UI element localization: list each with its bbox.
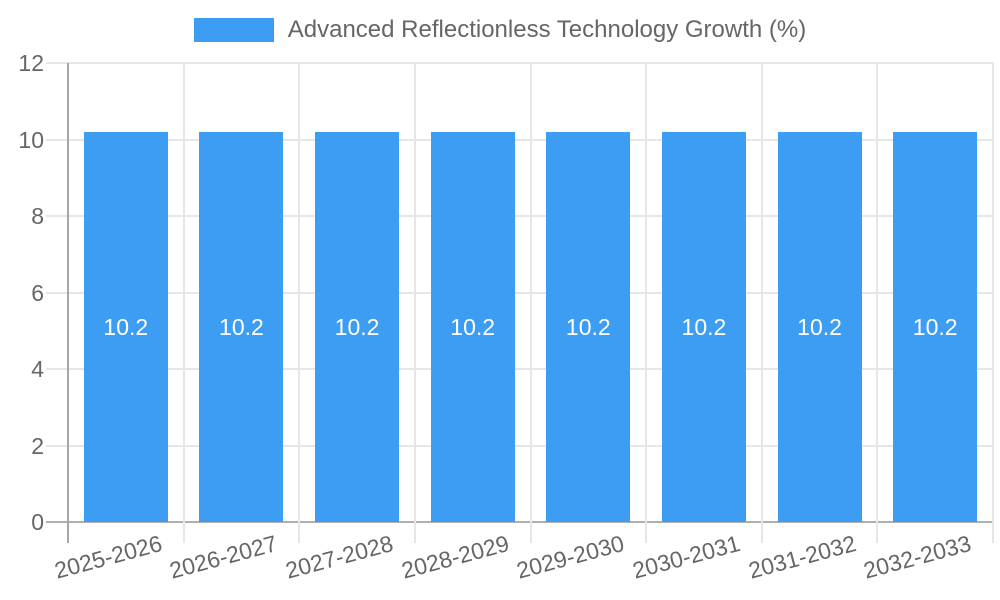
bar-value-label: 10.2 <box>450 313 496 340</box>
bar[interactable] <box>777 131 862 522</box>
y-tick-label: 2 <box>31 432 44 459</box>
bar-value-label: 10.2 <box>334 313 380 340</box>
y-tick-mark <box>46 215 68 217</box>
bar[interactable] <box>430 131 515 522</box>
y-tick-mark <box>46 291 68 294</box>
bar-value-label: 10.2 <box>103 313 149 340</box>
y-tick-label: 10 <box>18 126 44 153</box>
bar[interactable] <box>199 131 284 522</box>
y-tick-label: 0 <box>31 509 44 535</box>
vertical-gridline <box>413 63 416 543</box>
vertical-gridline <box>645 63 648 543</box>
vertical-gridline <box>182 63 185 543</box>
legend-swatch <box>193 18 274 42</box>
y-tick-mark <box>46 62 68 64</box>
y-tick-mark <box>46 368 68 370</box>
y-tick-label: 6 <box>31 279 44 306</box>
y-tick-mark <box>46 138 68 141</box>
legend: Advanced Reflectionless Technology Growt… <box>0 16 1000 44</box>
bar[interactable] <box>83 131 168 522</box>
y-tick-label: 12 <box>18 50 44 76</box>
bar[interactable] <box>661 131 746 522</box>
y-tick-label: 4 <box>31 356 44 382</box>
y-tick-mark <box>46 444 68 447</box>
bar-value-label: 10.2 <box>797 313 842 340</box>
y-tick-label: 8 <box>31 203 44 229</box>
y-axis-line <box>67 63 69 543</box>
bar[interactable] <box>546 131 631 522</box>
vertical-gridline <box>529 63 532 543</box>
bar[interactable] <box>893 131 978 522</box>
vertical-gridline <box>992 63 994 543</box>
bar-value-label: 10.2 <box>219 313 264 340</box>
bar-value-label: 10.2 <box>912 313 958 340</box>
x-axis-baseline <box>46 521 993 523</box>
vertical-gridline <box>298 63 301 543</box>
bar-value-label: 10.2 <box>565 313 611 340</box>
vertical-gridline <box>760 63 763 543</box>
vertical-gridline <box>876 63 879 543</box>
bar-value-label: 10.2 <box>681 313 727 340</box>
bar[interactable] <box>315 131 400 522</box>
legend-label: Advanced Reflectionless Technology Growt… <box>287 16 807 43</box>
